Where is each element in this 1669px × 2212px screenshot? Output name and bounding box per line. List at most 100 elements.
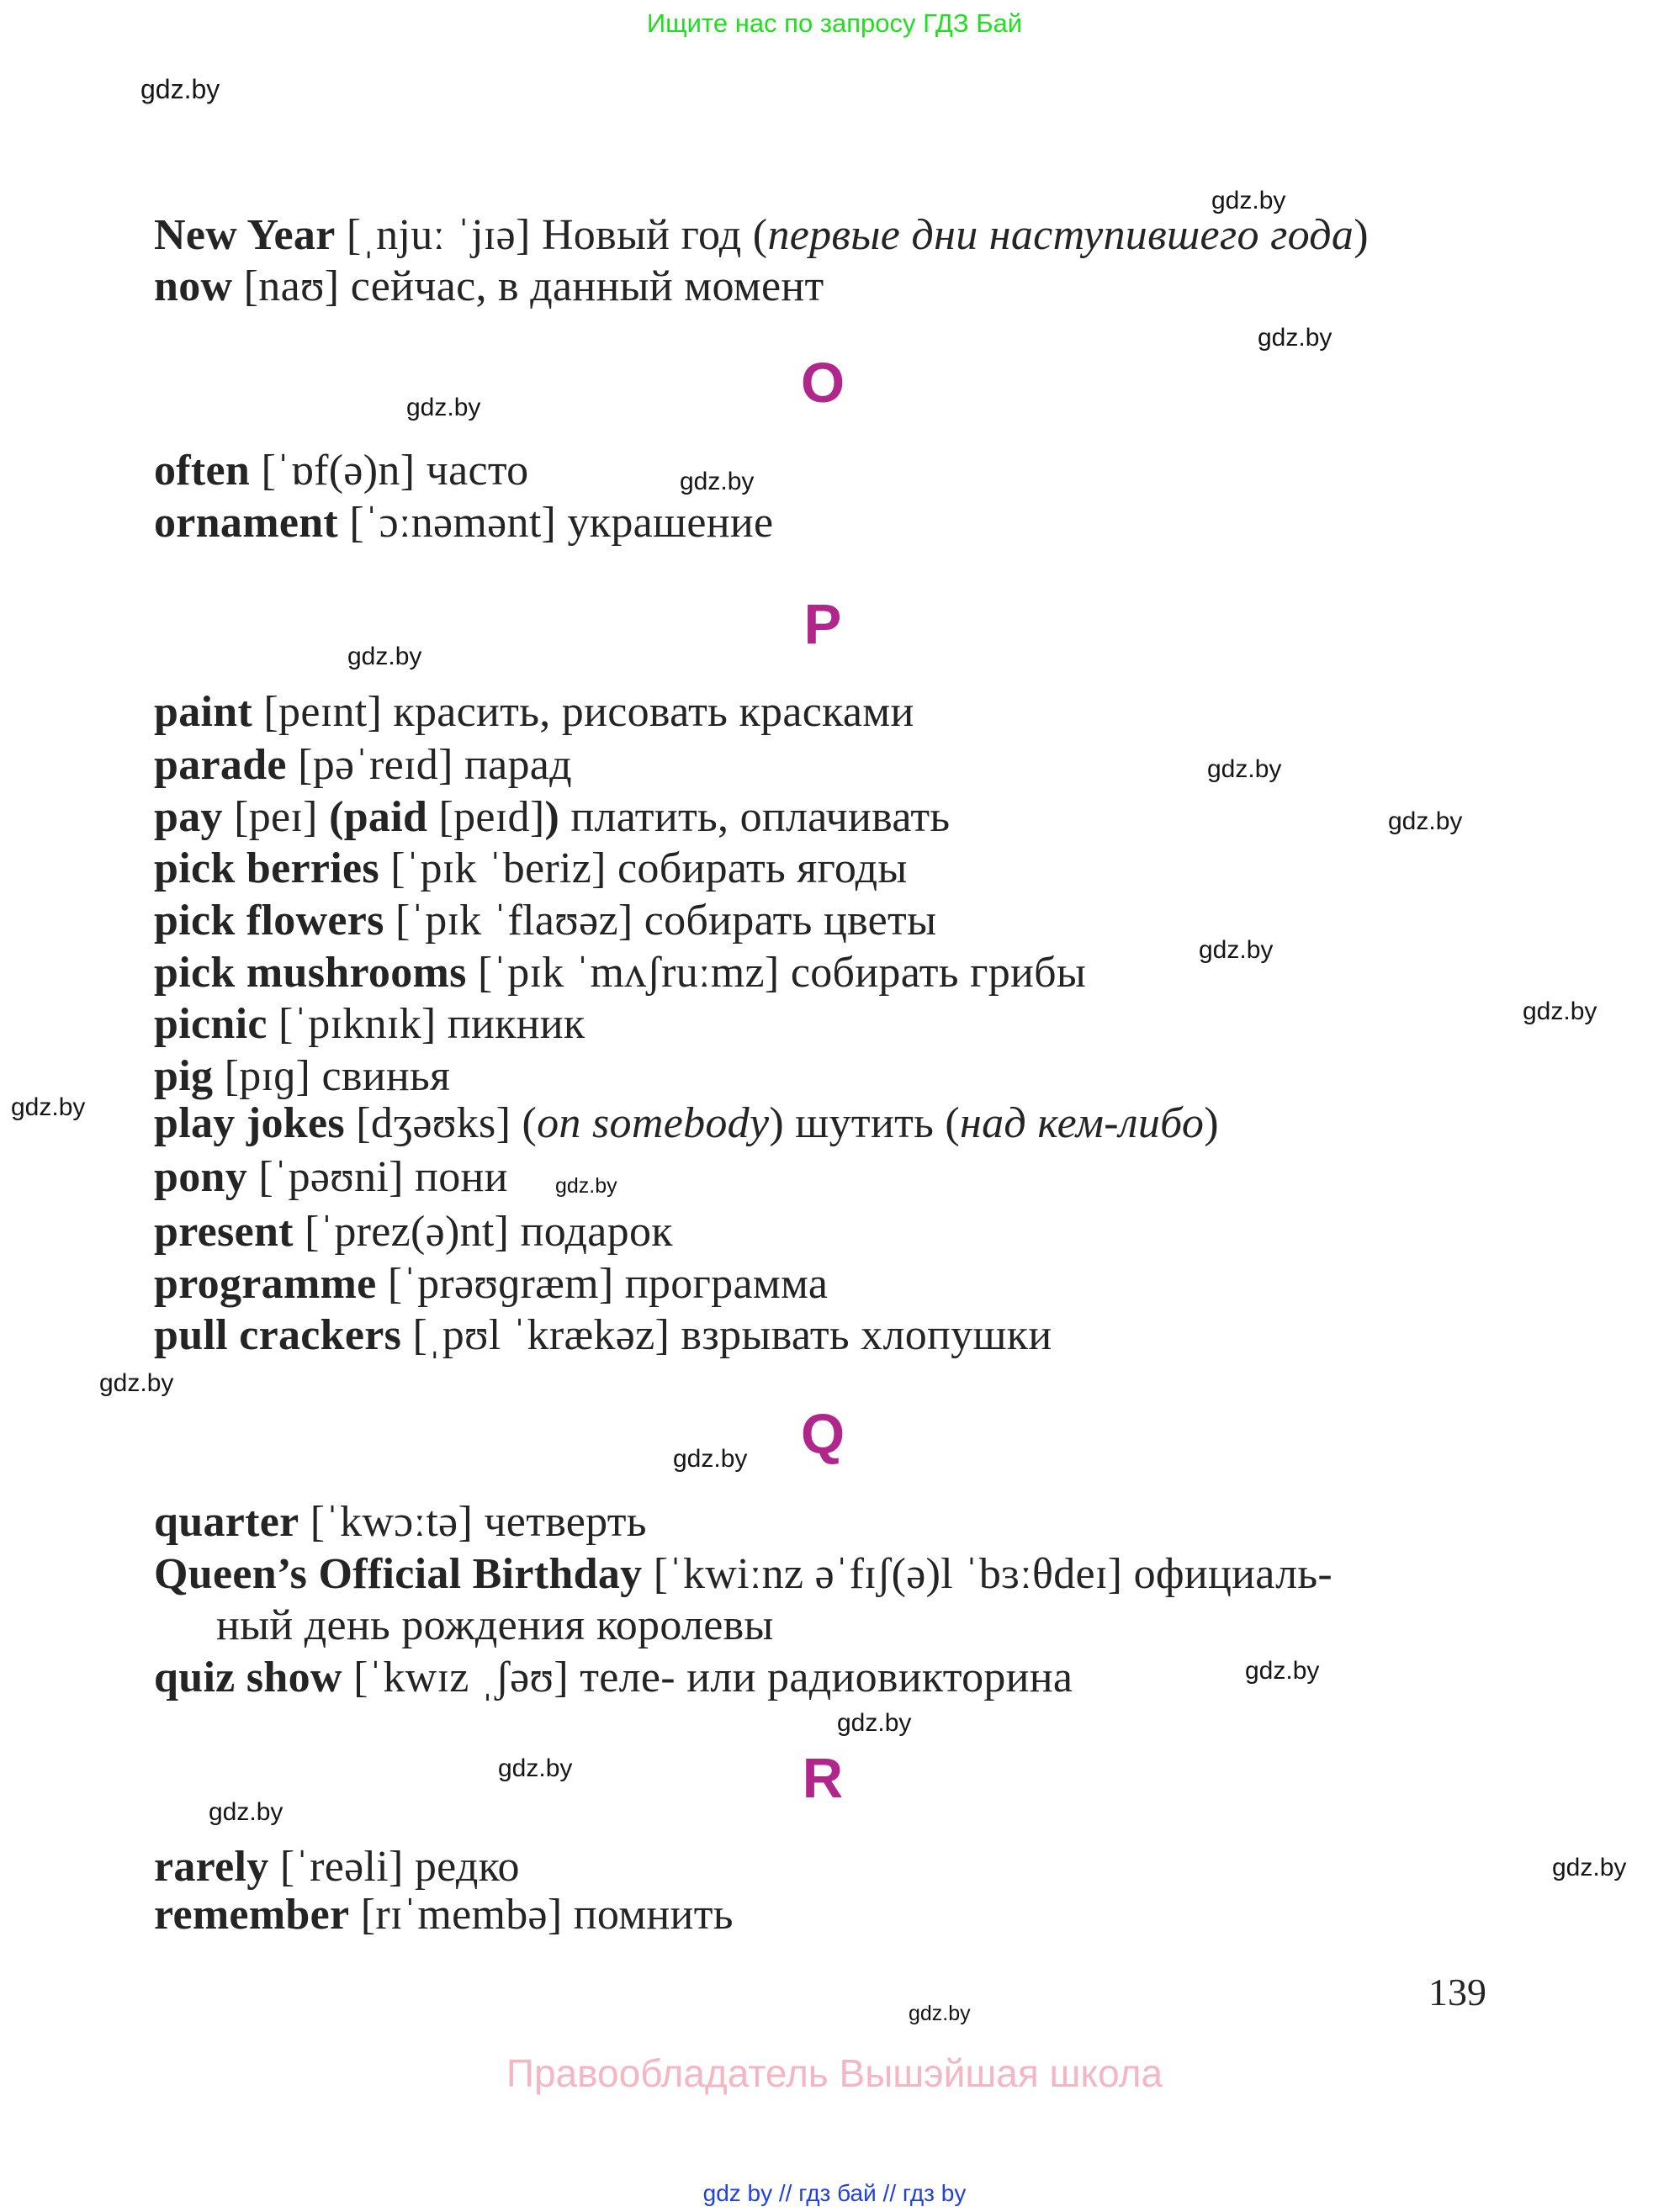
gdz-watermark: gdz.by xyxy=(347,643,422,670)
entry-text: [peɪnt] красить, рисовать красками xyxy=(252,688,914,736)
dictionary-entry-line: often [ˈɒf(ə)n] часто xyxy=(154,449,528,493)
dictionary-entry-line: now [naʊ] сейчас, в данный момент xyxy=(154,265,824,309)
entry-text: платить, оплачивать xyxy=(559,793,951,841)
gdz-watermark: gdz.by xyxy=(498,1754,573,1782)
gdz-watermark: gdz.by xyxy=(1199,936,1274,964)
headword: paint xyxy=(154,688,253,736)
headword: now xyxy=(154,262,233,310)
dictionary-entry-line: present [ˈprez(ə)nt] подарок xyxy=(154,1210,673,1254)
headword: New Year xyxy=(154,211,336,259)
gdz-watermark: gdz.by xyxy=(1211,187,1286,214)
gdz-watermark: gdz.by xyxy=(680,468,755,495)
dictionary-entry-line: pull crackers [ˌpʊl ˈkrækəz] взрывать хл… xyxy=(154,1314,1052,1357)
section-letter-R: R xyxy=(802,1747,844,1810)
dictionary-entry-line: picnic [ˈpɪknɪk] пикник xyxy=(154,1003,585,1046)
entry-text: [ˈkwɪz ˌʃəʊ] теле- или радиовикторина xyxy=(342,1654,1073,1701)
entry-text: [dʒəʊks] ( xyxy=(344,1099,538,1147)
headword: pick mushrooms xyxy=(154,949,467,997)
entry-text: [ˈkwɔːtə] четверть xyxy=(299,1498,647,1546)
gdz-watermark: gdz.by xyxy=(1523,998,1597,1025)
top-banner-text: Ищите нас по запросу ГДЗ Бай xyxy=(646,8,1023,38)
dictionary-entry-line: pick berries [ˈpɪk ˈberiz] собирать ягод… xyxy=(154,847,908,891)
entry-text: [ˌpʊl ˈkrækəz] взрывать хлопушки xyxy=(401,1311,1052,1359)
headword: rarely xyxy=(154,1843,269,1891)
entry-text: [ˈɒf(ə)n] часто xyxy=(250,447,529,495)
entry-text: [rɪˈmembə] помнить xyxy=(349,1891,734,1939)
entry-text: [naʊ] сейчас, в данный момент xyxy=(232,262,824,310)
entry-text: [ˈpɪk ˈmʌʃruːmz] собирать грибы xyxy=(466,949,1087,997)
gdz-watermark: gdz.by xyxy=(140,74,220,104)
dictionary-entry-line: remember [rɪˈmembə] помнить xyxy=(154,1893,734,1937)
headword: pig xyxy=(154,1052,214,1100)
italic-note: первые дни наступившего года xyxy=(767,211,1354,259)
entry-text: [ˈprəʊɡræm] программа xyxy=(376,1260,829,1308)
entry-text: [ˌnjuː ˈjɪə] Новый год ( xyxy=(335,211,768,259)
gdz-watermark: gdz.by xyxy=(909,2002,971,2025)
entry-text: [ˈpɪknɪk] пикник xyxy=(267,1000,585,1048)
headword: pick berries xyxy=(154,844,379,892)
dictionary-entry-line: programme [ˈprəʊɡræm] программа xyxy=(154,1262,828,1306)
entry-text: [ˈreəli] редко xyxy=(268,1843,520,1891)
entry-text: [ˈpəʊni] пони xyxy=(247,1153,508,1201)
entry-text: ) xyxy=(1354,211,1369,259)
headword: remember xyxy=(154,1891,350,1939)
entry-text: [peɪd] xyxy=(427,793,545,841)
section-letter-Q: Q xyxy=(800,1403,845,1466)
italic-note: над кем-либо xyxy=(960,1099,1205,1147)
copyright-notice: Правообладатель Вышэйшая школа xyxy=(506,2051,1163,2095)
entry-text: [peɪ] xyxy=(222,793,330,841)
headword: pony xyxy=(154,1153,248,1201)
italic-note: on somebody xyxy=(537,1099,770,1147)
dictionary-entry-line: New Year [ˌnjuː ˈjɪə] Новый год (первые … xyxy=(154,214,1369,257)
entry-text: [ˈɔːnəmənt] украшение xyxy=(338,499,774,547)
gdz-watermark: gdz.by xyxy=(555,1174,617,1198)
gdz-watermark: gdz.by xyxy=(1388,807,1463,835)
headword: often xyxy=(154,447,251,495)
entry-text: ный день рождения королевы xyxy=(216,1601,774,1649)
headword: play jokes xyxy=(154,1099,345,1147)
dictionary-entry-line: pick mushrooms [ˈpɪk ˈmʌʃruːmz] собирать… xyxy=(154,951,1086,995)
dictionary-entry-line: pony [ˈpəʊni] пони xyxy=(154,1156,508,1199)
dictionary-entry-line: rarely [ˈreəli] редко xyxy=(154,1845,520,1889)
gdz-watermark: gdz.by xyxy=(99,1369,174,1397)
gdz-watermark: gdz.by xyxy=(11,1093,86,1121)
headword: (paid xyxy=(329,793,428,841)
dictionary-entry-line: paint [peɪnt] красить, рисовать красками xyxy=(154,691,914,734)
headword: quarter xyxy=(154,1498,299,1546)
gdz-watermark: gdz.by xyxy=(673,1445,748,1473)
headword: ) xyxy=(544,793,560,841)
headword: Queen’s Official Birthday xyxy=(154,1550,643,1598)
section-letter-O: O xyxy=(800,352,845,415)
gdz-watermark: gdz.by xyxy=(209,1798,283,1826)
dictionary-entry-continuation: ный день рождения королевы xyxy=(216,1604,774,1648)
section-letter-P: P xyxy=(803,593,842,656)
gdz-watermark: gdz.by xyxy=(1552,1854,1627,1881)
gdz-watermark: gdz.by xyxy=(1207,755,1282,783)
dictionary-entry-line: quiz show [ˈkwɪz ˌʃəʊ] теле- или радиови… xyxy=(154,1656,1073,1700)
dictionary-entry-line: parade [pəˈreɪd] парад xyxy=(154,744,572,787)
dictionary-entry-line: pay [peɪ] (paid [peɪd]) платить, оплачив… xyxy=(154,796,950,839)
dictionary-entry-line: pig [pɪɡ] свинья xyxy=(154,1055,450,1098)
gdz-watermark: gdz.by xyxy=(406,394,481,421)
dictionary-entry-line: quarter [ˈkwɔːtə] четверть xyxy=(154,1500,647,1544)
headword: quiz show xyxy=(154,1654,342,1701)
entry-text: [ˈpɪk ˈberiz] собирать ягоды xyxy=(379,844,908,892)
footer-links[interactable]: gdz by // гдз бай // гдз by xyxy=(702,2180,967,2206)
dictionary-entry-line: play jokes [dʒəʊks] (on somebody) шутить… xyxy=(154,1102,1219,1146)
headword: parade xyxy=(154,741,287,789)
dictionary-entry-line: Queen’s Official Birthday [ˈkwiːnz əˈfɪʃ… xyxy=(154,1553,1333,1596)
entry-text: [ˈkwiːnz əˈfɪʃ(ə)l ˈbɜːθdeɪ] официаль- xyxy=(642,1550,1333,1598)
headword: pick flowers xyxy=(154,897,384,945)
entry-text: [ˈprez(ə)nt] подарок xyxy=(293,1208,673,1256)
dictionary-entry-line: ornament [ˈɔːnəmənt] украшение xyxy=(154,501,773,545)
entry-text: [pɪɡ] свинья xyxy=(213,1052,451,1100)
entry-text: [pəˈreɪd] парад xyxy=(286,741,572,789)
headword: picnic xyxy=(154,1000,268,1048)
gdz-watermark: gdz.by xyxy=(837,1709,912,1737)
headword: pay xyxy=(154,793,223,841)
entry-text: ) шутить ( xyxy=(769,1099,961,1147)
headword: programme xyxy=(154,1260,377,1308)
headword: ornament xyxy=(154,499,339,547)
headword: present xyxy=(154,1208,294,1256)
